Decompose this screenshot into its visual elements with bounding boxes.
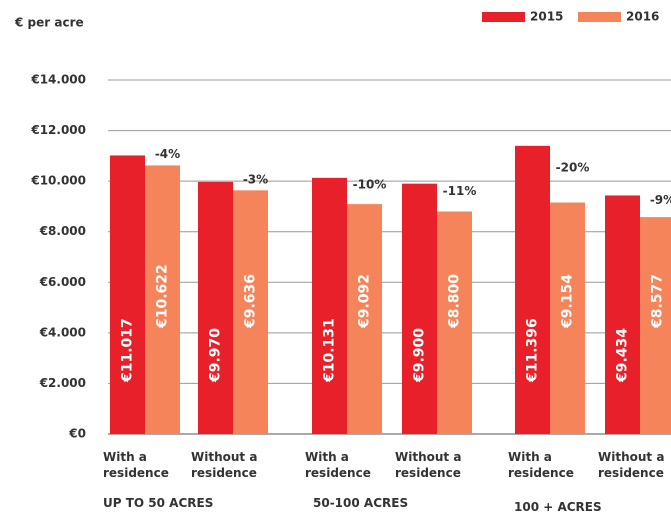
y-tick-label: €4.000 [39, 325, 86, 339]
value-label: €11.017 [120, 318, 136, 383]
legend-swatch [482, 12, 525, 22]
value-label: €9.154 [560, 274, 576, 329]
value-label: €9.636 [243, 274, 259, 329]
group-label: 100 + ACRES [514, 500, 602, 514]
value-label: €9.900 [412, 328, 428, 383]
bar [347, 204, 382, 434]
bar [550, 202, 585, 434]
bar [312, 177, 347, 434]
bar [233, 190, 268, 434]
y-tick-label: €10.000 [30, 174, 86, 188]
x-tick-label: Without a residence [191, 450, 258, 480]
value-label: €9.434 [615, 328, 631, 383]
change-label: -3% [243, 173, 268, 187]
group-label: 50-100 ACRES [313, 496, 409, 510]
y-tick-label: €14.000 [30, 73, 86, 87]
value-label: €8.577 [650, 274, 666, 329]
y-tick-label: €2.000 [39, 376, 86, 390]
bar [437, 211, 472, 434]
y-tick-label: €12.000 [30, 123, 86, 137]
value-label: €9.970 [208, 328, 224, 383]
legend-label: 2015 [530, 10, 563, 24]
x-tick-label: Without a residence [598, 450, 665, 480]
change-label: -10% [353, 177, 387, 191]
y-tick-label: €6.000 [39, 275, 86, 289]
y-axis-label: € per acre [14, 16, 84, 30]
bar [640, 217, 671, 434]
value-label: €8.800 [447, 274, 463, 329]
x-tick-label: With a residence [103, 450, 169, 480]
bar [110, 155, 145, 434]
bar [605, 195, 640, 434]
x-tick-label: Without a residence [395, 450, 462, 480]
change-label: -9% [650, 193, 671, 207]
change-label: -11% [443, 184, 477, 198]
value-label: €9.092 [357, 274, 373, 329]
bar [198, 181, 233, 434]
bar [145, 165, 180, 434]
value-label: €11.396 [525, 318, 541, 383]
legend-swatch [578, 12, 621, 22]
y-tick-label: €8.000 [39, 224, 86, 238]
group-label: UP TO 50 ACRES [103, 496, 214, 510]
bar [402, 183, 437, 434]
x-tick-label: With a residence [305, 450, 371, 480]
x-tick-label: With a residence [508, 450, 574, 480]
y-tick-label: €0 [68, 427, 86, 441]
change-label: -4% [155, 147, 180, 161]
change-label: -20% [556, 161, 590, 175]
value-label: €10.131 [322, 318, 338, 383]
legend-label: 2016 [626, 10, 659, 24]
value-label: €10.622 [155, 264, 171, 329]
bar [515, 145, 550, 434]
